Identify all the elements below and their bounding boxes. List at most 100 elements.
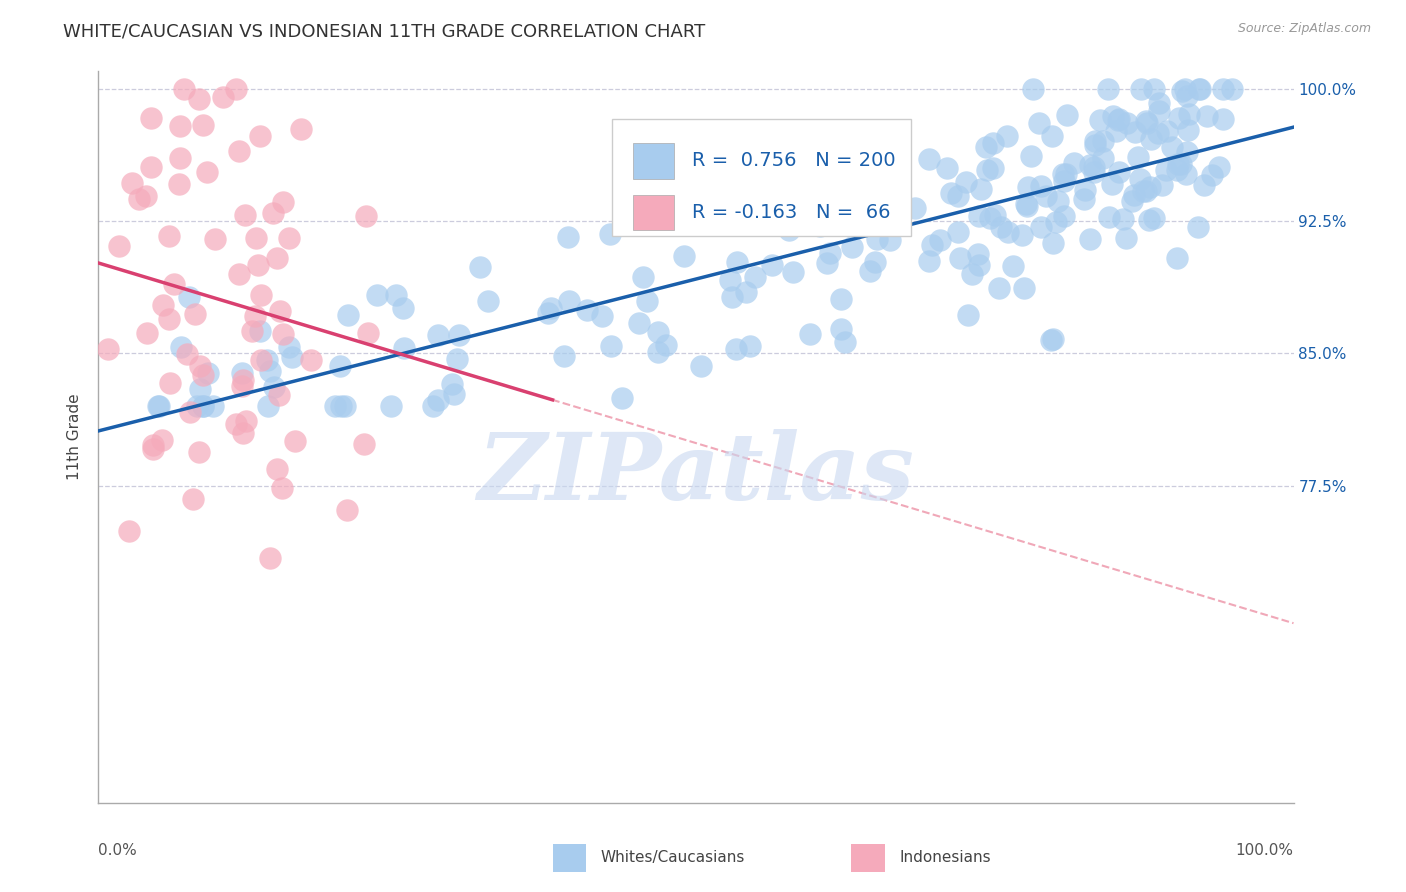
Point [1084, 134, 1107, 148]
Point [1019, 149, 1042, 163]
Point [1201, 168, 1223, 182]
Point [946, 189, 969, 203]
Point [1078, 157, 1101, 171]
Text: WHITE/CAUCASIAN VS INDONESIAN 11TH GRADE CORRELATION CHART: WHITE/CAUCASIAN VS INDONESIAN 11TH GRADE… [63, 22, 706, 40]
Point [1052, 167, 1074, 181]
Point [974, 140, 997, 154]
Point [1187, 219, 1209, 234]
Point [1053, 174, 1076, 188]
Point [734, 285, 756, 299]
Point [290, 121, 312, 136]
Point [299, 352, 322, 367]
Point [600, 339, 623, 353]
Point [357, 326, 380, 340]
Point [983, 161, 1005, 175]
Point [557, 230, 579, 244]
Point [1031, 220, 1053, 235]
Point [886, 180, 908, 194]
Point [868, 210, 890, 224]
Point [647, 345, 669, 359]
Point [1174, 167, 1197, 181]
Point [1002, 260, 1025, 274]
Point [169, 120, 191, 134]
Point [1083, 165, 1105, 179]
Point [1135, 184, 1157, 198]
Point [1150, 178, 1173, 192]
Point [636, 293, 658, 308]
Point [815, 256, 838, 270]
Point [1042, 236, 1064, 251]
Point [108, 239, 131, 253]
Point [1011, 228, 1033, 243]
FancyBboxPatch shape [633, 195, 675, 230]
Point [1147, 126, 1170, 140]
Point [169, 151, 191, 165]
FancyBboxPatch shape [633, 144, 675, 178]
Point [441, 376, 464, 391]
Point [834, 334, 856, 349]
Text: Source: ZipAtlas.com: Source: ZipAtlas.com [1237, 22, 1371, 36]
Point [1167, 111, 1189, 125]
Point [443, 387, 465, 401]
Point [246, 258, 269, 272]
Point [1125, 124, 1147, 138]
Point [841, 240, 863, 254]
Point [863, 255, 886, 269]
Point [1160, 140, 1182, 154]
Point [188, 92, 211, 106]
Point [263, 380, 285, 394]
Point [277, 231, 299, 245]
Point [744, 270, 766, 285]
Point [928, 233, 950, 247]
Point [997, 225, 1019, 239]
Point [325, 399, 347, 413]
Point [1167, 157, 1189, 171]
Point [271, 481, 294, 495]
Point [1073, 193, 1095, 207]
Point [1154, 163, 1177, 178]
Point [380, 399, 402, 413]
Point [212, 90, 235, 104]
Point [1175, 145, 1198, 159]
Text: Whites/Caucasians: Whites/Caucasians [600, 850, 745, 865]
Point [1147, 95, 1170, 110]
Point [1054, 167, 1077, 181]
Point [939, 186, 962, 201]
Point [558, 293, 581, 308]
FancyBboxPatch shape [553, 844, 586, 871]
Point [988, 281, 1011, 295]
Point [195, 165, 218, 179]
Text: 0.0%: 0.0% [98, 843, 138, 858]
Text: R =  0.756   N = 200: R = 0.756 N = 200 [692, 152, 896, 170]
Point [718, 273, 741, 287]
Point [1092, 134, 1115, 148]
Point [1056, 108, 1078, 122]
Point [118, 524, 141, 539]
Point [181, 491, 204, 506]
Point [1208, 161, 1230, 175]
Point [1084, 137, 1107, 152]
Point [591, 309, 613, 323]
Point [477, 294, 499, 309]
Point [1045, 215, 1067, 229]
Point [281, 351, 304, 365]
Point [967, 209, 990, 223]
Point [1108, 165, 1130, 179]
Point [142, 442, 165, 456]
Point [1136, 116, 1159, 130]
Point [394, 341, 416, 355]
Y-axis label: 11th Grade: 11th Grade [67, 393, 83, 481]
Point [808, 219, 831, 234]
Point [979, 211, 1001, 225]
Point [1053, 209, 1076, 223]
Point [1212, 82, 1234, 96]
Point [250, 353, 273, 368]
Point [148, 399, 170, 413]
Point [446, 351, 468, 366]
Point [201, 399, 224, 413]
Point [139, 161, 162, 175]
Point [1017, 179, 1039, 194]
Point [1188, 82, 1211, 96]
Point [235, 208, 257, 222]
Point [1042, 332, 1064, 346]
